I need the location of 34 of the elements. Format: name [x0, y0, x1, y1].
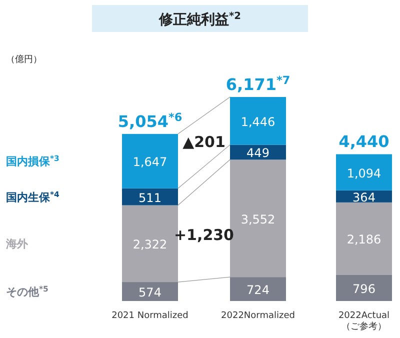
data-label: 3,552	[240, 212, 276, 226]
data-label: 574	[138, 286, 162, 300]
data-label: 2,322	[132, 238, 168, 252]
total-label: 5,054$^{*6}$	[118, 110, 182, 131]
bar	[122, 134, 178, 188]
bar	[122, 188, 178, 206]
text: 海外	[5, 238, 29, 251]
data-label: 796	[352, 282, 376, 296]
text: （億円）	[6, 54, 42, 65]
x-tick-label: 2022Normalized	[221, 311, 295, 321]
annotation: ▲201	[182, 133, 226, 151]
total-label: 6,171$^{*7}$	[226, 74, 290, 94]
data-label: 1,094	[346, 166, 382, 180]
chart-title: 修正純利益$^{*2}$	[158, 10, 241, 28]
data-label: 1,647	[132, 155, 168, 170]
data-label: 449	[246, 146, 270, 160]
bar	[122, 282, 178, 301]
x-tick-label: 2022Actual （ご参考）	[338, 311, 390, 332]
text: その他$^{*5}$	[6, 284, 48, 299]
x-tick-label: 2021 Normalized	[112, 311, 188, 321]
bar	[230, 97, 286, 145]
bar	[336, 274, 392, 301]
data-label: 2,186	[346, 232, 382, 247]
annotation: +1,230	[174, 226, 234, 244]
data-label: 511	[138, 190, 162, 205]
text: 国内生保$^{*4}$	[6, 189, 60, 204]
data-label: 724	[246, 283, 270, 298]
bar	[336, 202, 392, 275]
data-label: 364	[352, 190, 376, 204]
total-label: 4,440	[338, 132, 390, 152]
data-label: 1,446	[240, 114, 276, 129]
bar	[336, 154, 392, 190]
bar	[230, 277, 286, 301]
text: 国内損保$^{*3}$	[6, 154, 60, 168]
